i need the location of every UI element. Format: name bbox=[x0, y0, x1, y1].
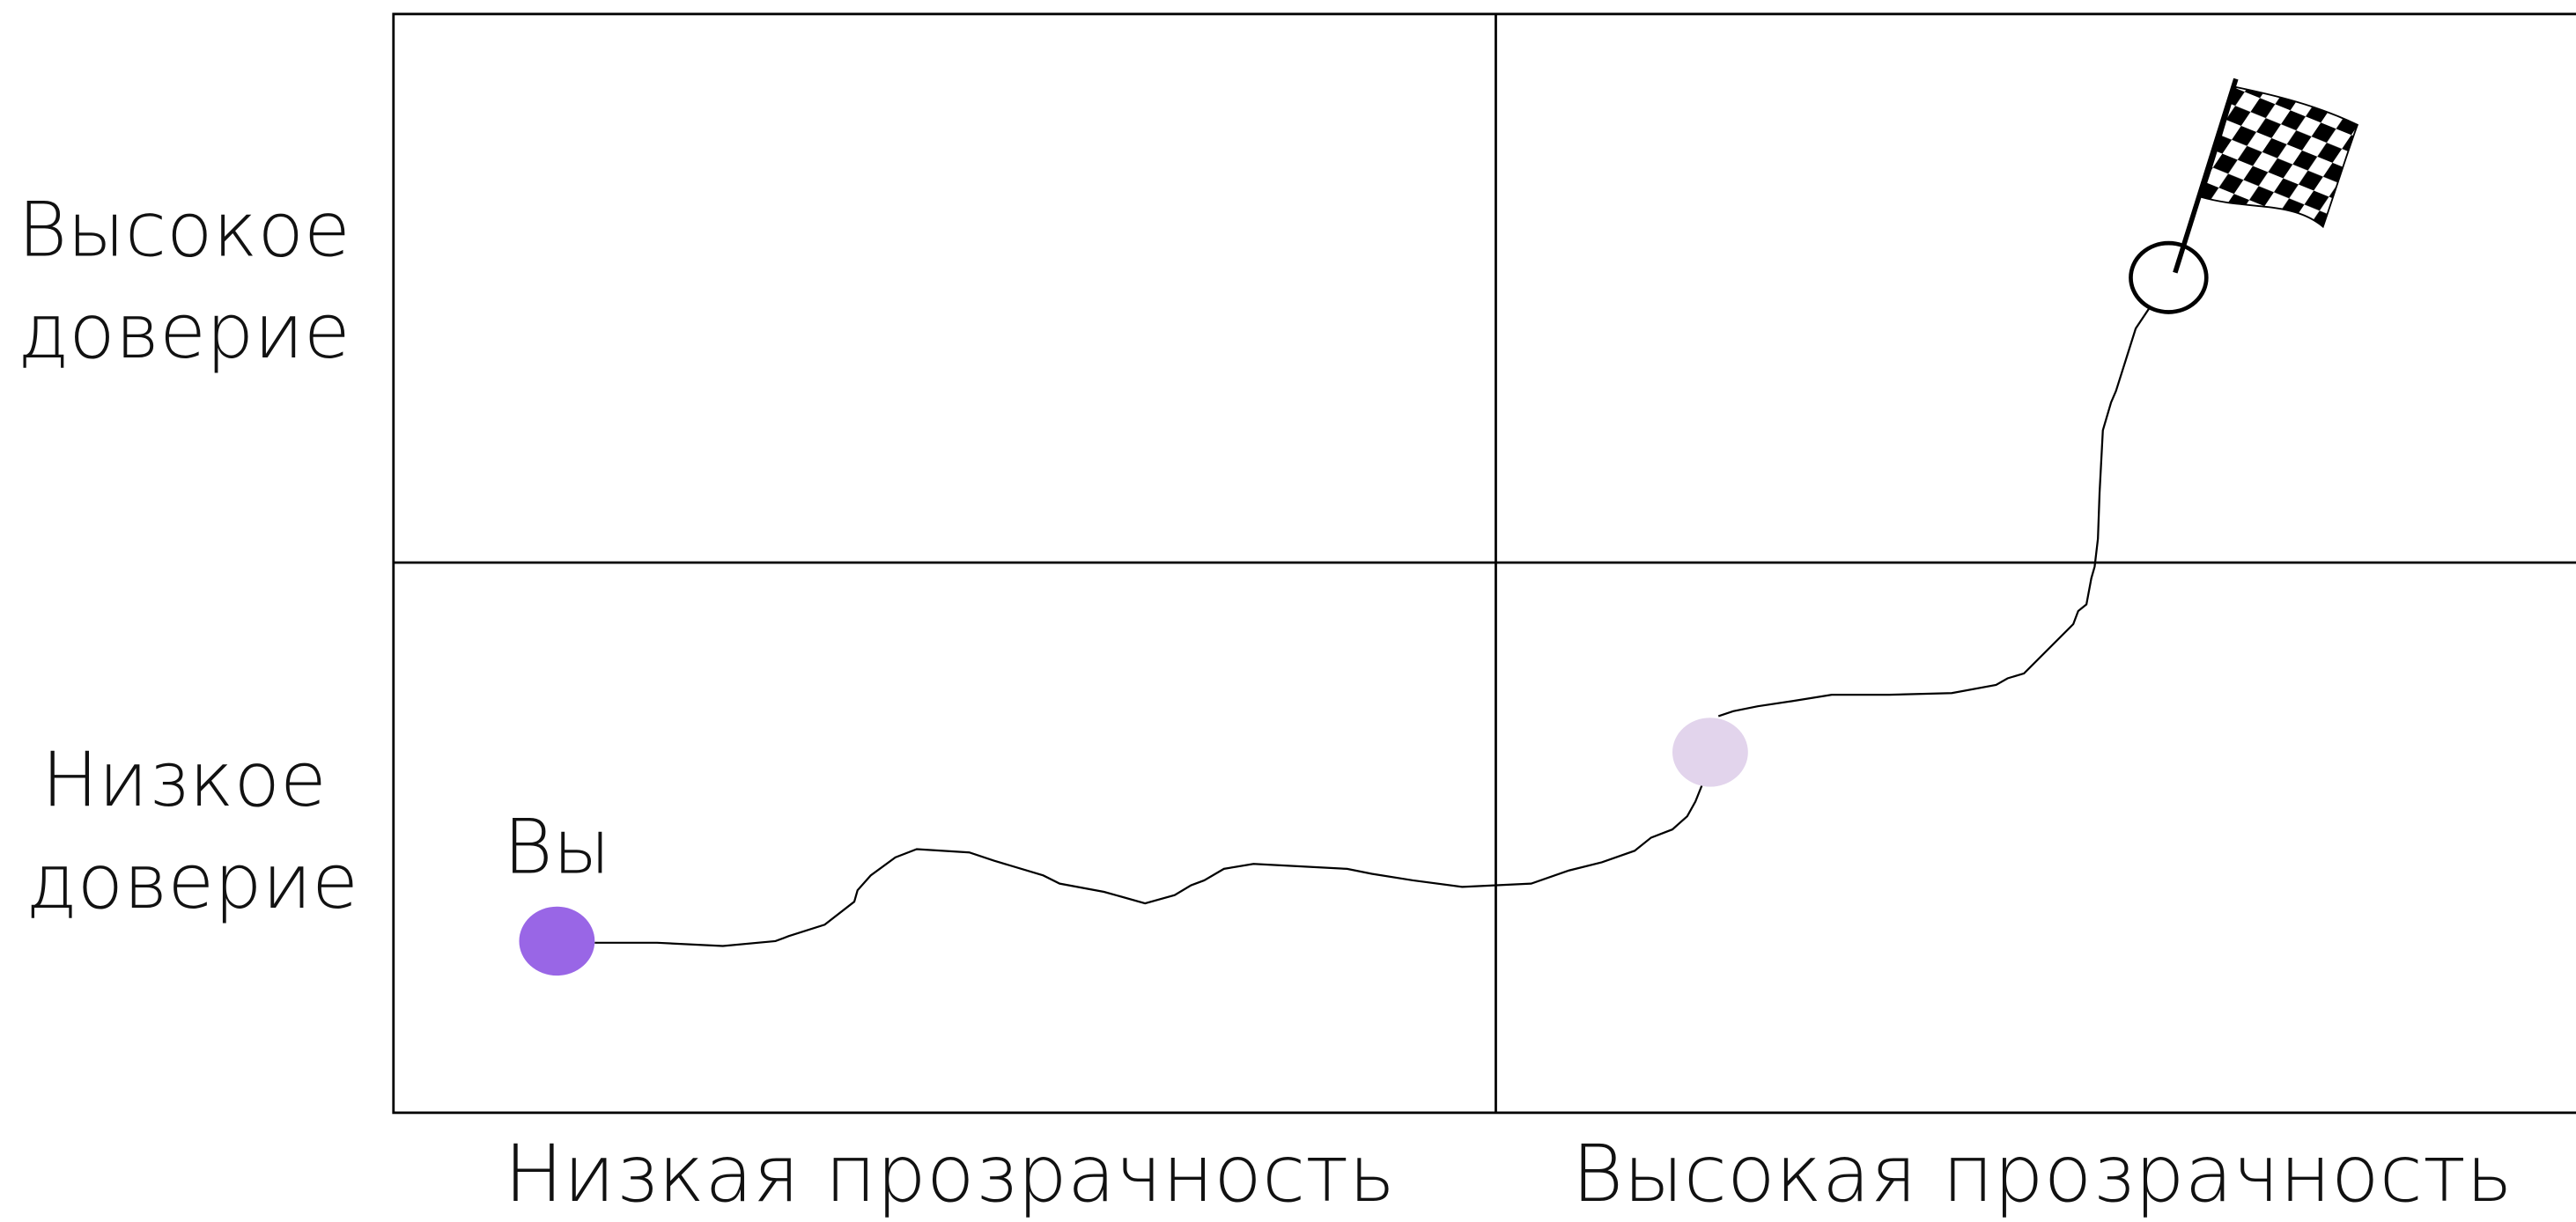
y-label: Высокое bbox=[18, 186, 351, 274]
path-line bbox=[594, 784, 1703, 947]
y-label: Низкое bbox=[41, 736, 327, 824]
start-dot bbox=[519, 906, 595, 976]
mid-dot bbox=[1672, 718, 1748, 787]
y-label: доверие bbox=[26, 838, 358, 926]
flag-pole bbox=[2173, 77, 2239, 274]
marker-label: Вы bbox=[503, 804, 610, 892]
path-line bbox=[1717, 308, 2150, 718]
finish-flag bbox=[2200, 85, 2359, 229]
x-label: Низкая прозрачность bbox=[504, 1129, 1395, 1220]
y-label: доверие bbox=[18, 288, 350, 376]
goal-circle bbox=[2129, 240, 2209, 314]
x-label: Высокая прозрачность bbox=[1572, 1129, 2513, 1220]
